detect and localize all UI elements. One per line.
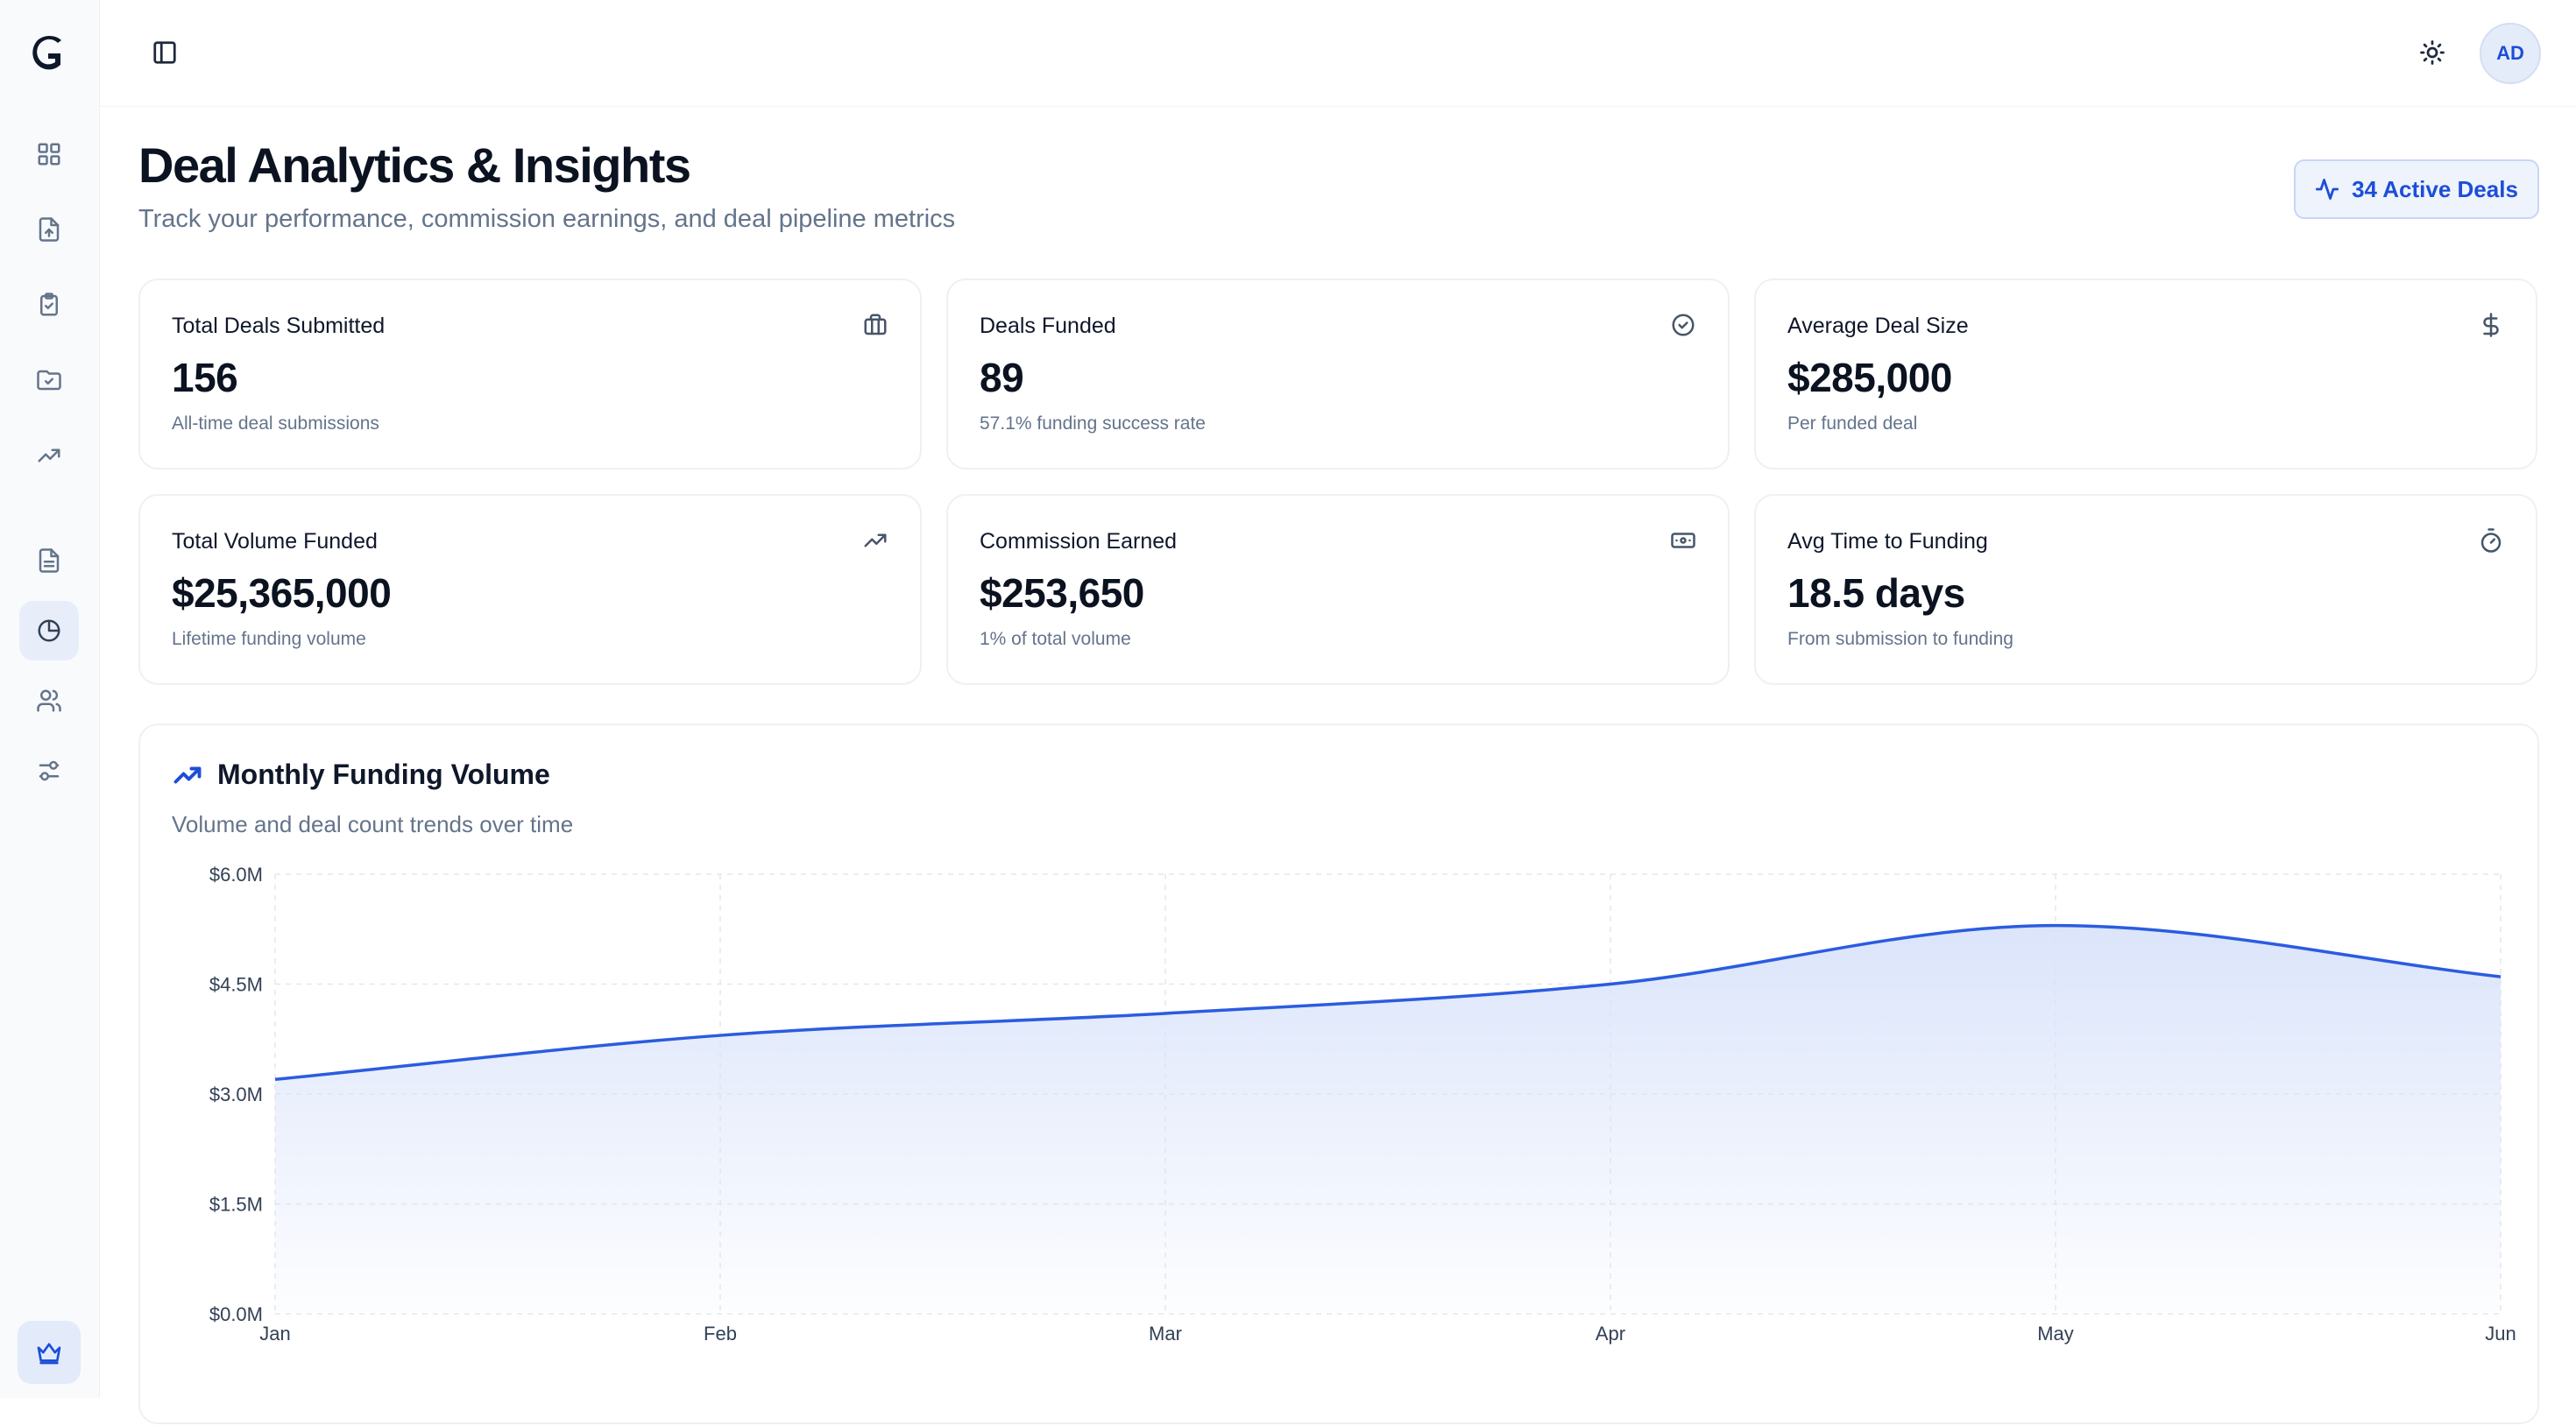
dollar-icon — [2478, 312, 2504, 338]
stat-title: Total Deals Submitted — [172, 314, 385, 339]
theme-toggle-button[interactable] — [2413, 33, 2452, 72]
avatar[interactable]: AD — [2480, 23, 2541, 84]
pie-chart-icon — [36, 618, 62, 644]
folder-check-icon — [36, 367, 62, 393]
topbar: AD — [100, 0, 2576, 107]
brand-logo[interactable] — [26, 30, 72, 75]
stat-title: Average Deal Size — [1787, 314, 1969, 339]
banknote-icon — [1670, 527, 1696, 554]
stat-value: 89 — [980, 354, 1023, 401]
x-tick-label: Mar — [1149, 1323, 1182, 1345]
upgrade-button[interactable] — [18, 1321, 81, 1384]
y-tick-label: $3.0M — [209, 1084, 263, 1105]
sidebar-toggle-button[interactable] — [145, 33, 184, 72]
y-tick-label: $4.5M — [209, 974, 263, 996]
file-text-icon — [36, 547, 62, 574]
stat-card-deals-funded: Deals Funded 89 57.1% funding success ra… — [946, 279, 1730, 469]
stat-subtext: Per funded deal — [1787, 413, 1917, 434]
stat-subtext: All-time deal submissions — [172, 413, 379, 434]
stat-card-total-volume: Total Volume Funded $25,365,000 Lifetime… — [138, 494, 922, 685]
sidebar-item-documents[interactable] — [19, 350, 79, 410]
stat-title: Avg Time to Funding — [1787, 529, 1988, 554]
stat-card-total-deals: Total Deals Submitted 156 All-time deal … — [138, 279, 922, 469]
sidebar-toggle-icon — [152, 39, 178, 66]
funding-volume-chart-card: Monthly Funding Volume Volume and deal c… — [138, 724, 2539, 1424]
page-subtitle: Track your performance, commission earni… — [138, 205, 955, 234]
sidebar-item-users[interactable] — [19, 671, 79, 731]
stat-value: $25,365,000 — [172, 569, 391, 617]
stat-value: $253,650 — [980, 569, 1144, 617]
stat-card-commission-earned: Commission Earned $253,650 1% of total v… — [946, 494, 1730, 685]
stat-title: Commission Earned — [980, 529, 1177, 554]
trending-up-icon — [36, 442, 62, 469]
x-tick-label: Jan — [259, 1323, 290, 1345]
sidebar-item-analytics[interactable] — [19, 601, 79, 660]
sun-icon — [2419, 39, 2445, 66]
stat-value: 18.5 days — [1787, 569, 1965, 617]
sidebar-item-reports[interactable] — [19, 531, 79, 590]
stat-value: 156 — [172, 354, 237, 401]
activity-icon — [2315, 177, 2339, 201]
stat-subtext: 57.1% funding success rate — [980, 413, 1206, 434]
check-circle-icon — [1670, 312, 1696, 338]
file-upload-icon — [36, 216, 62, 243]
sidebar-item-deal-submission[interactable] — [19, 200, 79, 259]
x-tick-label: Apr — [1596, 1323, 1625, 1345]
active-deals-badge[interactable]: 34 Active Deals — [2294, 159, 2539, 219]
y-tick-label: $1.5M — [209, 1194, 263, 1216]
clipboard-check-icon — [36, 292, 62, 318]
stat-subtext: Lifetime funding volume — [172, 629, 366, 650]
sidebar-item-settings[interactable] — [19, 741, 79, 801]
sidebar — [0, 0, 100, 1398]
stat-title: Total Volume Funded — [172, 529, 378, 554]
page-title: Deal Analytics & Insights — [138, 137, 690, 194]
stat-subtext: From submission to funding — [1787, 629, 2013, 650]
y-tick-label: $0.0M — [209, 1303, 263, 1325]
stat-card-avg-time-to-funding: Avg Time to Funding 18.5 days From submi… — [1754, 494, 2537, 685]
trending-up-icon — [862, 527, 888, 554]
stat-subtext: 1% of total volume — [980, 629, 1131, 650]
stat-card-average-deal-size: Average Deal Size $285,000 Per funded de… — [1754, 279, 2537, 469]
sidebar-item-tasks[interactable] — [19, 275, 79, 335]
x-tick-label: Jun — [2485, 1323, 2516, 1345]
stat-value: $285,000 — [1787, 354, 1952, 401]
active-deals-label: 34 Active Deals — [2352, 176, 2518, 203]
series-area — [275, 926, 2501, 1314]
briefcase-icon — [862, 312, 888, 338]
x-tick-label: Feb — [704, 1323, 737, 1345]
crown-icon — [35, 1338, 63, 1366]
sidebar-item-performance[interactable] — [19, 426, 79, 485]
stat-title: Deals Funded — [980, 314, 1116, 339]
timer-icon — [2478, 527, 2504, 554]
x-tick-label: May — [2037, 1323, 2074, 1345]
grid-icon — [36, 141, 62, 167]
y-tick-label: $6.0M — [209, 864, 263, 886]
sliders-icon — [36, 758, 62, 784]
users-icon — [36, 688, 62, 714]
funding-volume-chart: $0.0M $1.5M $3.0M $4.5M $6.0M Jan Feb Mar Apr May… — [140, 725, 2541, 1426]
sidebar-item-dashboard[interactable] — [19, 124, 79, 184]
